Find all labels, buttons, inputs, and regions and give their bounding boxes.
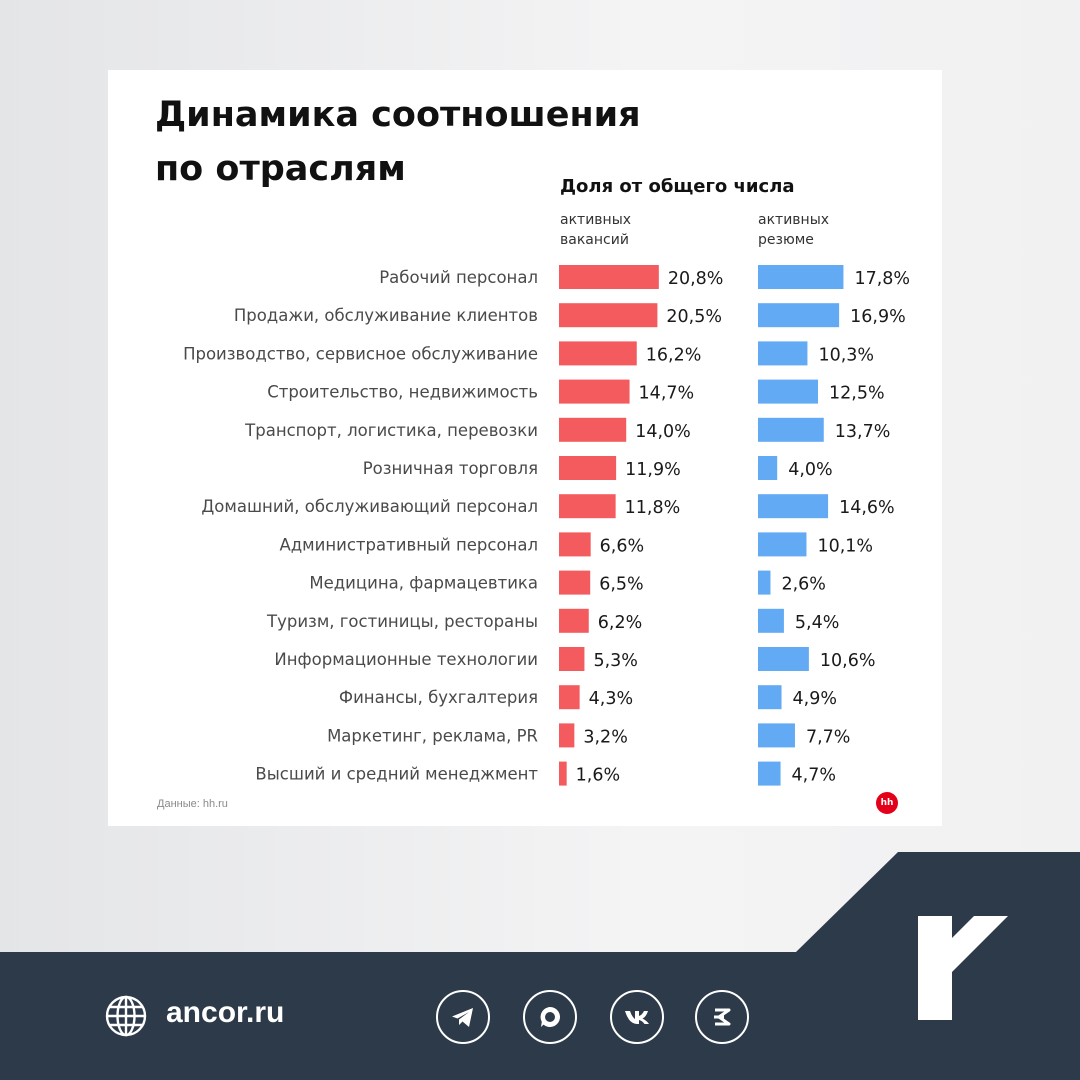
category-label: Финансы, бухгалтерия: [339, 688, 538, 707]
title-line-2: по отраслям: [155, 149, 406, 189]
bar-vacancies: [559, 532, 591, 557]
column-header-vacancies-line-2: вакансий: [560, 232, 629, 248]
category-label: Транспорт, логистика, перевозки: [244, 421, 538, 440]
category-label: Производство, сервисное обслуживание: [183, 344, 538, 363]
column-header-resumes-line-1: активных: [758, 212, 830, 228]
bar-resumes: [758, 379, 818, 404]
value-label-vacancies: 11,9%: [625, 460, 681, 480]
vk-icon: [625, 1011, 649, 1024]
bar-resumes: [758, 494, 829, 519]
bar-vacancies: [559, 570, 591, 595]
ancor-logo-icon: [918, 916, 1008, 1020]
bar-vacancies: [559, 761, 567, 786]
telegram-icon: [452, 1008, 473, 1027]
value-label-resumes: 4,9%: [793, 689, 837, 709]
value-label-vacancies: 16,2%: [646, 345, 702, 365]
value-label-vacancies: 14,7%: [639, 384, 695, 404]
value-label-vacancies: 6,2%: [598, 613, 642, 633]
value-label-vacancies: 6,5%: [599, 575, 643, 595]
value-label-vacancies: 14,0%: [635, 422, 691, 442]
bar-vacancies: [559, 417, 627, 442]
site-link[interactable]: ancor.ru: [166, 996, 285, 1029]
hh-logo: hh: [876, 792, 898, 814]
bar-resumes: [758, 723, 795, 748]
bar-vacancies: [559, 647, 585, 671]
bar-vacancies: [559, 379, 630, 404]
telegram-button[interactable]: [436, 990, 490, 1044]
chart-title: Динамика соотношения по отраслям: [155, 88, 755, 196]
bar-resumes: [758, 570, 771, 595]
bar-resumes: [758, 532, 807, 557]
value-label-vacancies: 11,8%: [625, 498, 681, 518]
bar-resumes: [758, 685, 782, 710]
vk-button[interactable]: [610, 990, 664, 1044]
value-label-resumes: 2,6%: [781, 575, 825, 595]
value-label-vacancies: 20,5%: [666, 307, 722, 327]
data-source: Данные: hh.ru: [157, 798, 228, 810]
value-label-resumes: 4,0%: [788, 460, 832, 480]
zen-button[interactable]: [695, 990, 749, 1044]
bar-vacancies: [559, 303, 658, 328]
globe-icon: [105, 995, 147, 1037]
value-label-vacancies: 1,6%: [576, 766, 620, 786]
value-label-vacancies: 6,6%: [600, 536, 644, 556]
bar-resumes: [758, 341, 808, 366]
zen-icon: [714, 1008, 731, 1026]
value-label-resumes: 10,6%: [820, 651, 876, 671]
category-label: Продажи, обслуживание клиентов: [234, 306, 538, 325]
bar-resumes: [758, 417, 824, 442]
bar-resumes: [758, 303, 840, 328]
bar-resumes: [758, 608, 784, 633]
category-label: Маркетинг, реклама, PR: [327, 726, 538, 745]
category-label: Медицина, фармацевтика: [309, 574, 538, 593]
max-messenger-button[interactable]: [523, 990, 577, 1044]
category-label: Розничная торговля: [363, 459, 538, 478]
value-label-resumes: 14,6%: [839, 498, 895, 518]
value-label-resumes: 4,7%: [792, 766, 836, 786]
bar-vacancies: [559, 723, 575, 748]
bar-resumes: [758, 761, 781, 786]
chart-card: [108, 70, 942, 826]
column-header-resumes: активных резюме: [758, 210, 928, 250]
bar-vacancies: [559, 265, 659, 289]
title-line-1: Динамика соотношения: [155, 95, 641, 135]
bar-resumes: [758, 265, 844, 289]
value-label-vacancies: 4,3%: [589, 689, 633, 709]
chart-subtitle: Доля от общего числа: [560, 176, 795, 197]
value-label-vacancies: 3,2%: [583, 727, 627, 747]
bar-vacancies: [559, 456, 617, 480]
category-label: Домашний, обслуживающий персонал: [201, 497, 538, 516]
max-messenger-icon: [540, 1007, 560, 1027]
bar-vacancies: [559, 341, 637, 366]
value-label-vacancies: 5,3%: [593, 651, 637, 671]
column-header-resumes-line-2: резюме: [758, 232, 814, 248]
bar-vacancies: [559, 608, 589, 633]
column-header-vacancies-line-1: активных: [560, 212, 632, 228]
category-label: Туризм, гостиницы, рестораны: [266, 612, 538, 631]
value-label-resumes: 13,7%: [835, 422, 891, 442]
value-label-vacancies: 20,8%: [668, 269, 724, 289]
value-label-resumes: 16,9%: [850, 307, 906, 327]
value-label-resumes: 12,5%: [829, 384, 885, 404]
bar-vacancies: [559, 685, 580, 710]
bar-resumes: [758, 456, 778, 480]
category-label: Административный персонал: [279, 535, 538, 554]
category-label: Рабочий персонал: [379, 268, 538, 287]
category-label: Строительство, недвижимость: [267, 383, 538, 402]
value-label-resumes: 10,3%: [818, 345, 874, 365]
category-label: Высший и средний менеджмент: [255, 765, 538, 784]
value-label-resumes: 10,1%: [817, 536, 873, 556]
value-label-resumes: 7,7%: [806, 727, 850, 747]
value-label-resumes: 5,4%: [795, 613, 839, 633]
column-header-vacancies: активных вакансий: [560, 210, 730, 250]
bar-vacancies: [559, 494, 616, 519]
category-label: Информационные технологии: [274, 650, 538, 669]
value-label-resumes: 17,8%: [854, 269, 910, 289]
bar-resumes: [758, 647, 809, 671]
